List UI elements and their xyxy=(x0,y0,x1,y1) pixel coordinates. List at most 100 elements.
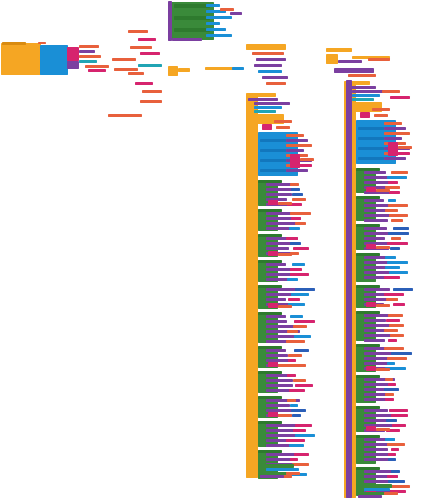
statement-block[interactable] xyxy=(174,16,210,20)
statement-block[interactable] xyxy=(174,22,210,26)
text-block[interactable] xyxy=(368,58,390,61)
procedure-call-block[interactable] xyxy=(266,409,292,412)
text-block[interactable] xyxy=(384,492,398,495)
argument-block[interactable] xyxy=(384,388,399,391)
argument-block[interactable] xyxy=(291,293,309,296)
logic-block[interactable] xyxy=(360,112,370,118)
argument-block[interactable] xyxy=(385,186,400,189)
procedure-call-block[interactable] xyxy=(364,448,388,451)
argument-block[interactable] xyxy=(290,268,302,271)
procedure-call-block[interactable] xyxy=(364,227,387,230)
procedure-call-block[interactable] xyxy=(266,340,289,343)
text-block[interactable] xyxy=(376,246,390,249)
procedure-call-block[interactable] xyxy=(364,232,390,235)
argument-block[interactable] xyxy=(289,444,304,447)
procedure-call-block[interactable] xyxy=(364,419,391,422)
control-block[interactable] xyxy=(266,472,288,475)
argument-block[interactable] xyxy=(388,199,396,202)
procedure-call-block[interactable] xyxy=(266,293,299,296)
text-block[interactable] xyxy=(278,253,292,256)
argument-block[interactable] xyxy=(286,169,308,172)
text-block[interactable] xyxy=(85,65,109,68)
component-call-block[interactable] xyxy=(260,144,286,147)
argument-block[interactable] xyxy=(388,339,397,342)
argument-block[interactable] xyxy=(387,242,408,245)
component-call-block[interactable] xyxy=(364,488,390,491)
procedure-call-block[interactable] xyxy=(266,183,294,186)
argument-block[interactable] xyxy=(384,276,400,279)
argument-block[interactable] xyxy=(287,374,296,377)
argument-block[interactable] xyxy=(294,335,311,338)
argument-block[interactable] xyxy=(286,144,312,147)
argument-block[interactable] xyxy=(384,137,402,140)
procedure-call-block[interactable] xyxy=(266,193,292,196)
event-handler-header[interactable] xyxy=(326,48,352,52)
argument-block[interactable] xyxy=(293,379,306,382)
argument-block[interactable] xyxy=(384,293,404,296)
logic-block[interactable] xyxy=(268,412,278,417)
procedure-call-block[interactable] xyxy=(248,98,278,101)
argument-block[interactable] xyxy=(291,188,300,191)
event-handler-block[interactable] xyxy=(246,96,258,478)
loose-block[interactable] xyxy=(114,68,138,71)
argument-block[interactable] xyxy=(384,132,410,135)
text-block[interactable] xyxy=(274,120,292,123)
loose-block[interactable] xyxy=(138,64,162,67)
component-call-block[interactable] xyxy=(40,45,68,75)
procedure-call-block[interactable] xyxy=(364,319,386,322)
argument-block[interactable] xyxy=(286,149,304,152)
component-getter-block[interactable] xyxy=(254,110,276,113)
argument-block[interactable] xyxy=(385,256,396,259)
argument-block[interactable] xyxy=(391,414,408,417)
procedure-call-block[interactable] xyxy=(364,176,388,179)
procedure-call-block[interactable] xyxy=(266,359,293,362)
argument-block[interactable] xyxy=(293,325,307,328)
control-block[interactable] xyxy=(356,484,392,488)
procedure-call-block[interactable] xyxy=(346,86,376,89)
text-block[interactable] xyxy=(376,189,390,192)
argument-block[interactable] xyxy=(290,458,298,461)
logic-block[interactable] xyxy=(366,244,376,249)
procedure-call-block[interactable] xyxy=(266,349,286,352)
procedure-call-block[interactable] xyxy=(266,458,297,461)
statement-block[interactable] xyxy=(174,28,210,32)
logic-block[interactable] xyxy=(390,96,410,99)
procedure-call-block[interactable] xyxy=(266,429,300,432)
component-call-block[interactable] xyxy=(358,142,384,145)
loose-block[interactable] xyxy=(142,90,162,93)
procedure-call-block[interactable] xyxy=(266,278,290,281)
text-block[interactable] xyxy=(348,74,376,77)
text-block[interactable] xyxy=(38,42,46,44)
argument-block[interactable] xyxy=(389,191,400,194)
component-call-block[interactable] xyxy=(254,106,282,109)
argument-block[interactable] xyxy=(384,329,398,332)
logic-block[interactable] xyxy=(268,362,278,367)
loose-block[interactable] xyxy=(112,58,136,61)
procedure-call-block[interactable] xyxy=(266,227,293,230)
component-call-block[interactable] xyxy=(260,164,286,167)
argument-block[interactable] xyxy=(290,242,301,245)
loose-block[interactable] xyxy=(140,100,162,103)
argument-block[interactable] xyxy=(384,347,404,350)
argument-block[interactable] xyxy=(294,320,315,323)
procedure-definition-block[interactable] xyxy=(346,80,352,498)
text-block[interactable] xyxy=(79,45,99,48)
argument-block[interactable] xyxy=(388,204,408,207)
argument-block[interactable] xyxy=(385,209,398,212)
procedure-call-block[interactable] xyxy=(67,61,79,69)
argument-block[interactable] xyxy=(295,288,315,291)
text-block[interactable] xyxy=(372,108,390,111)
logic-block[interactable] xyxy=(88,69,106,72)
argument-block[interactable] xyxy=(292,414,301,417)
text-block[interactable] xyxy=(266,82,286,85)
argument-block[interactable] xyxy=(290,404,298,407)
argument-block[interactable] xyxy=(290,273,309,276)
argument-block[interactable] xyxy=(288,303,305,306)
procedure-call-block[interactable] xyxy=(266,288,298,291)
procedure-call-block[interactable] xyxy=(256,58,286,61)
argument-block[interactable] xyxy=(290,212,311,215)
argument-block[interactable] xyxy=(292,463,309,466)
component-getter-block[interactable] xyxy=(352,98,374,101)
procedure-call-block[interactable] xyxy=(364,414,398,417)
